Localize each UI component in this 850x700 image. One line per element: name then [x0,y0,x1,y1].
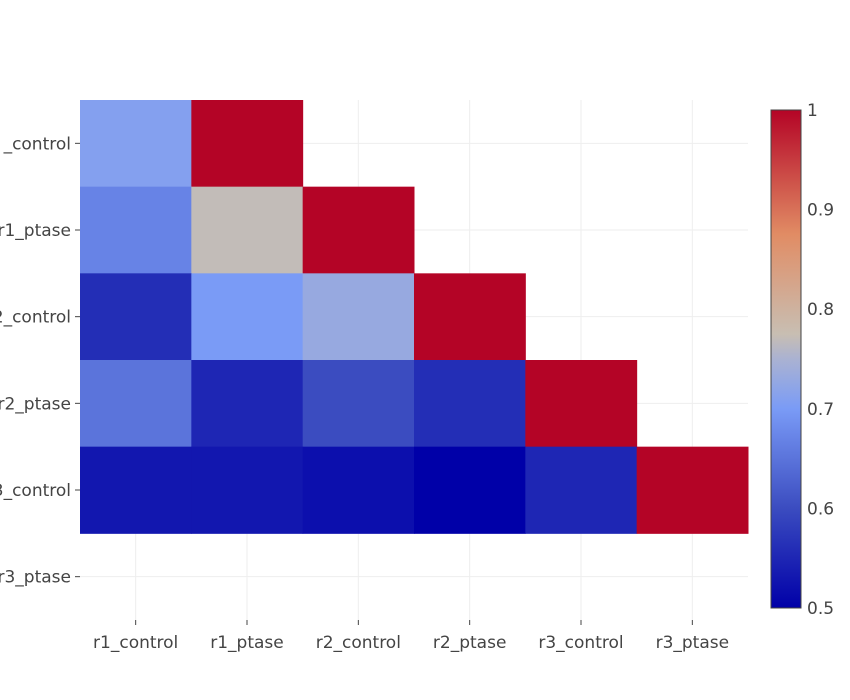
heatmap-cell [191,446,304,534]
heatmap-cell [302,360,415,448]
y-tick-label: r1_ptase [0,221,71,241]
x-tick-label: r2_control [316,633,401,653]
colorbar-gradient [770,109,802,609]
heatmap-cell [414,273,526,361]
y-tick-label: r2_ptase [0,394,71,414]
heatmap-cell [80,100,192,188]
heatmap-cell [80,186,192,274]
colorbar-tick-label: 0.9 [807,201,834,221]
heatmap-cell [302,446,415,534]
colorbar-ticks: 0.5 0.6 0.7 0.8 0.9 1 [807,101,834,619]
y-tick-label: 2_control [0,308,71,328]
colorbar-tick-label: 1 [807,101,818,121]
heatmap-cell [414,360,526,448]
heatmap-cell [191,100,304,188]
y-tick-label: _control [3,134,71,154]
heatmap-cell [414,446,526,534]
x-tick-label: r3_control [538,633,623,653]
colorbar: 0.5 0.6 0.7 0.8 0.9 1 [770,101,834,619]
heatmap-cell [191,186,304,274]
heatmap-cell [636,446,749,534]
colorbar-tick-label: 0.8 [807,300,834,320]
x-axis-ticks: r1_control r1_ptase r2_control r2_ptase r3_c… [93,620,729,653]
x-tick-label: r3_ptase [656,633,730,653]
colorbar-tick-label: 0.7 [807,400,834,420]
colorbar-tick-label: 0.6 [807,499,834,519]
heatmap-cell [302,186,415,274]
x-tick-label: r2_ptase [433,633,507,653]
y-tick-label: r3_ptase [0,568,71,588]
y-tick-label: 3_control [0,481,71,501]
cells-layer [80,100,749,534]
heatmap-cell [80,273,192,361]
heatmap-cell [80,446,192,534]
x-tick-label: r1_control [93,633,178,653]
colorbar-tick-label: 0.5 [807,599,834,619]
heatmap-cell [191,273,304,361]
heatmap-cell [525,360,638,448]
heatmap-cell [302,273,415,361]
heatmap-cell [80,360,192,448]
y-axis-ticks: _control r1_ptase 2_control r2_ptase 3_contr… [0,134,80,588]
heatmap-cell [191,360,304,448]
x-tick-label: r1_ptase [210,633,284,653]
heatmap-cell [525,446,638,534]
